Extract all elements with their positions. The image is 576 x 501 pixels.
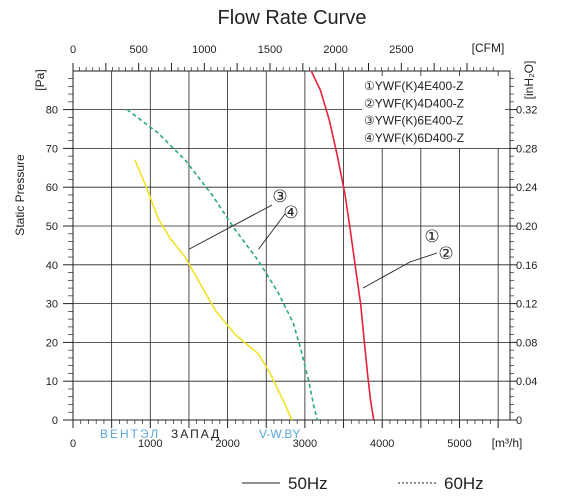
y-tick-label: 10 xyxy=(46,376,58,388)
legend-entry: ④YWF(K)6D400-Z xyxy=(364,131,464,145)
x-bottom-tick-label: 5000 xyxy=(447,438,471,450)
y-right-tick-label: 0.20 xyxy=(516,221,537,233)
legend: ①YWF(K)4E400-Z ②YWF(K)4D400-Z ③YWF(K)6E400… xyxy=(362,76,505,148)
watermark-part-1: ВЕНТЭЛ xyxy=(100,427,160,441)
curve-1 xyxy=(310,70,375,421)
watermark-part-2: ЗАПАД xyxy=(171,427,221,441)
y-tick-label: 40 xyxy=(46,260,58,272)
x-bottom-axis-unit: [m³/h] xyxy=(492,436,523,450)
callouts: ③④ ①② xyxy=(188,187,454,289)
y-tick-label: 20 xyxy=(46,337,58,349)
bottom-legend-label: 50Hz xyxy=(288,474,328,493)
x-top-tick-label: 0 xyxy=(70,44,76,56)
legend-entry: ①YWF(K)4E400-Z xyxy=(364,79,463,93)
callout-label: ② xyxy=(438,244,453,263)
x-bottom-tick-label: 1000 xyxy=(138,438,162,450)
watermark: ВЕНТЭЛ ЗАПАД V-W.BY xyxy=(100,427,300,441)
y-right-tick-label: 0.32 xyxy=(516,105,537,117)
watermark-part-3: V-W.BY xyxy=(259,427,300,441)
bottom-legend: 50Hz 60Hz xyxy=(242,474,484,493)
x-top-tick-label: 2500 xyxy=(389,44,413,56)
chart-title: Flow Rate Curve xyxy=(218,7,367,29)
y-right-tick-label: 0.12 xyxy=(516,299,537,311)
y-axis-label: Static Pressure xyxy=(13,154,27,236)
x-top-tick-label: 500 xyxy=(129,44,147,56)
x-bottom-tick-label: 3000 xyxy=(293,438,317,450)
bottom-legend-label: 60Hz xyxy=(444,474,484,493)
callout-leader xyxy=(188,204,273,250)
curve-2 xyxy=(134,159,293,421)
legend-entry: ③YWF(K)6E400-Z xyxy=(364,114,463,128)
y-right-tick-label: 0.08 xyxy=(516,337,537,349)
y-right-tick-label: 0.16 xyxy=(516,260,537,272)
y-tick-label: 50 xyxy=(46,221,58,233)
y-right-tick-label: 0.04 xyxy=(516,376,537,388)
x-bottom-tick-label: 4000 xyxy=(370,438,394,450)
y-tick-label: 80 xyxy=(46,105,58,117)
callout-label: ① xyxy=(424,227,439,246)
callout-label: ④ xyxy=(283,203,298,222)
y-tick-label: 60 xyxy=(46,182,58,194)
x-top-tick-label: 1000 xyxy=(192,44,216,56)
y-tick-label: 30 xyxy=(46,299,58,311)
x-top-tick-label: 1500 xyxy=(258,44,282,56)
callout-leader xyxy=(362,252,438,289)
y-tick-label: 70 xyxy=(46,143,58,155)
legend-background xyxy=(362,76,505,148)
axis-ticks xyxy=(63,63,517,428)
y-right-tick-label: 0.28 xyxy=(516,143,537,155)
y-right-tick-label: 0 xyxy=(516,415,522,427)
y-tick-label: 0 xyxy=(52,415,58,427)
x-bottom-tick-label: 2000 xyxy=(215,438,239,450)
curve-3 xyxy=(126,108,319,421)
legend-entry: ②YWF(K)4D400-Z xyxy=(364,96,464,110)
callout-label: ③ xyxy=(272,187,287,206)
y-axis-unit: [Pa] xyxy=(33,69,47,90)
x-bottom-tick-label: 0 xyxy=(70,438,76,450)
x-top-axis-unit: [CFM] xyxy=(472,41,505,55)
x-top-tick-label: 2000 xyxy=(323,44,347,56)
callout-leader xyxy=(258,213,286,250)
curves xyxy=(126,70,375,421)
y-right-tick-label: 0.24 xyxy=(516,182,537,194)
y-right-axis-unit: [inH₂O] xyxy=(522,61,536,100)
